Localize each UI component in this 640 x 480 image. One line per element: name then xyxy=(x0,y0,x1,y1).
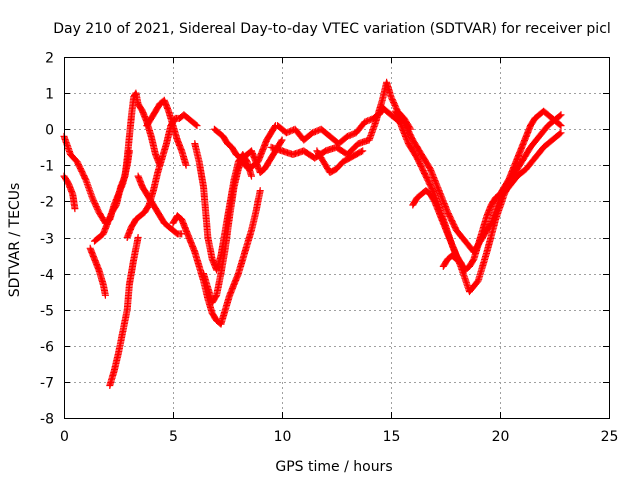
chart-title: Day 210 of 2021, Sidereal Day-to-day VTE… xyxy=(53,21,611,37)
data-point xyxy=(256,187,264,195)
y-tick-label: -4 xyxy=(40,268,54,284)
series-track-8 xyxy=(143,96,190,169)
y-tick-label: -6 xyxy=(40,340,54,356)
series-track-13 xyxy=(267,78,415,162)
data-point xyxy=(556,121,564,129)
x-tick-label: 0 xyxy=(60,429,69,445)
data-point xyxy=(557,129,565,137)
data-point xyxy=(182,161,190,169)
plot-frame xyxy=(64,57,610,419)
series-track-18 xyxy=(409,107,565,274)
data-point xyxy=(557,111,565,119)
series-track-5 xyxy=(106,234,142,389)
data-point xyxy=(248,172,255,180)
series-track-2 xyxy=(60,172,79,213)
y-tick-label: 0 xyxy=(45,123,54,139)
data-point xyxy=(87,189,95,197)
y-tick-label: 1 xyxy=(45,87,54,103)
data-point xyxy=(556,130,564,138)
x-tick-label: 15 xyxy=(383,429,401,445)
data-point xyxy=(359,147,367,155)
y-axis-label: SDTVAR / TECUs xyxy=(7,183,23,298)
x-tick-label: 5 xyxy=(169,429,178,445)
x-tick-label: 20 xyxy=(492,429,510,445)
data-point xyxy=(134,234,142,241)
x-tick-label: 25 xyxy=(601,429,619,445)
y-tick-label: -5 xyxy=(40,304,54,320)
y-tick-label: 2 xyxy=(45,51,54,67)
series-track-9 xyxy=(169,187,264,328)
data-point xyxy=(192,121,200,129)
y-tick-label: -7 xyxy=(40,376,54,392)
series-track-15 xyxy=(313,147,367,176)
series-track-7 xyxy=(134,172,186,238)
y-tick-label: -2 xyxy=(40,195,54,211)
y-tick-label: -3 xyxy=(40,232,54,248)
series-track-19 xyxy=(439,252,465,270)
series-track-12 xyxy=(210,122,279,173)
data-point xyxy=(278,136,286,144)
data-point xyxy=(557,122,565,130)
data-point xyxy=(456,258,464,266)
data-point xyxy=(71,205,79,213)
y-tick-label: -1 xyxy=(40,159,54,175)
data-point xyxy=(277,137,285,145)
x-axis-label: GPS time / hours xyxy=(275,459,392,475)
data-point xyxy=(457,259,465,267)
data-point xyxy=(193,122,201,130)
axis-ticks: 0 5 10 15 20 25 -8 -7 -6 -5 -4 -3 -2 -1 0 1 2 xyxy=(40,51,618,446)
data-point xyxy=(178,230,186,238)
data-point xyxy=(357,148,365,156)
x-tick-label: 10 xyxy=(274,429,292,445)
series-track-3 xyxy=(86,244,109,299)
y-tick-label: -8 xyxy=(40,412,54,428)
data-point xyxy=(556,112,564,120)
data-point xyxy=(364,117,372,125)
series-track-11 xyxy=(200,136,286,306)
data-point xyxy=(101,291,109,299)
data-points xyxy=(60,78,565,389)
series-track-14 xyxy=(274,107,386,148)
